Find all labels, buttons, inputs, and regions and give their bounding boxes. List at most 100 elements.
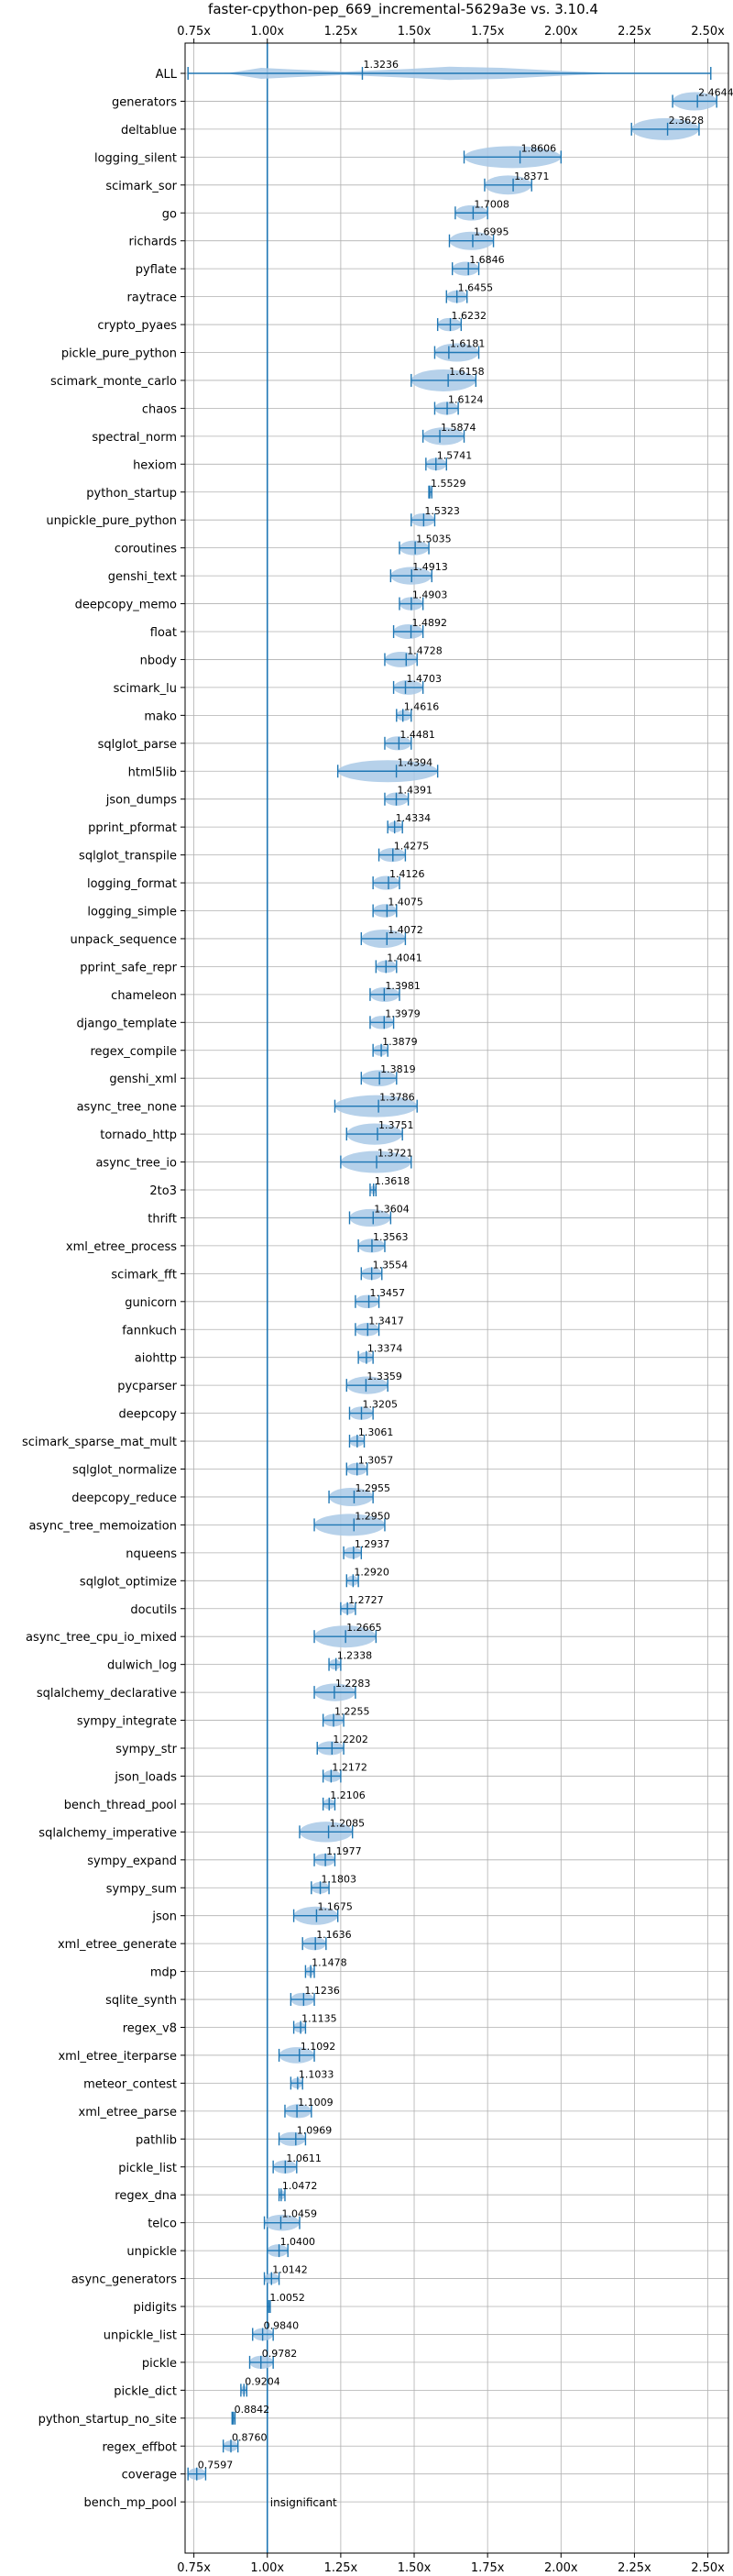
benchmark-label: logging_format: [87, 877, 177, 891]
grid-lines: [185, 43, 728, 2553]
value-label: 0.9204: [245, 2375, 280, 2387]
value-label: 1.1803: [322, 1873, 357, 1885]
value-label: 1.0611: [286, 2152, 322, 2164]
benchmark-label: deltablue: [121, 124, 177, 138]
value-label: 1.5874: [441, 422, 476, 434]
value-label: 1.5323: [424, 505, 460, 517]
value-label: 1.6124: [448, 393, 484, 405]
benchmark-label: meteor_contest: [83, 2077, 177, 2091]
value-label: 1.4913: [412, 561, 448, 573]
benchmark-label: spectral_norm: [92, 431, 177, 445]
benchmark-label: telco: [148, 2218, 177, 2231]
benchmark-label: ALL: [156, 68, 178, 82]
benchmark-label: python_startup: [86, 487, 177, 501]
value-label: 1.3604: [374, 1203, 410, 1215]
value-label: 1.3417: [368, 1315, 404, 1327]
benchmark-label: hexiom: [133, 458, 177, 472]
value-label: 1.3554: [373, 1259, 409, 1271]
value-label: 1.6158: [449, 366, 485, 378]
benchmark-label: pprint_pformat: [88, 821, 177, 835]
benchmark-label: sympy_str: [115, 1743, 177, 1756]
value-label: 0.7597: [198, 2460, 234, 2471]
x-tick-label-bottom: 2.00x: [544, 2561, 578, 2575]
x-tick-label-bottom: 2.50x: [691, 2561, 725, 2575]
benchmark-label: unpickle: [126, 2245, 177, 2259]
value-label: 1.4728: [407, 644, 443, 656]
benchmark-label: deepcopy_memo: [75, 599, 177, 612]
benchmark-label: async_tree_io: [95, 1157, 177, 1171]
value-label: 1.3236: [363, 59, 399, 71]
x-tick-label-bottom: 2.25x: [618, 2561, 651, 2575]
value-label: 0.8760: [232, 2431, 268, 2443]
value-label: 1.3563: [373, 1231, 409, 1243]
benchmark-label: scimark_lu: [114, 682, 177, 696]
value-label: 1.2085: [330, 1817, 366, 1829]
benchmark-label: gunicorn: [125, 1296, 177, 1310]
value-label: 1.3751: [378, 1119, 414, 1131]
value-label: 1.4892: [412, 617, 448, 629]
benchmark-label: tornado_http: [100, 1128, 177, 1142]
value-label: 1.4703: [407, 673, 443, 685]
benchmark-label: genshi_xml: [109, 1073, 177, 1086]
value-label: 1.1636: [316, 1929, 352, 1941]
benchmark-label: unpickle_list: [104, 2328, 177, 2342]
benchmark-label: async_tree_none: [77, 1101, 177, 1115]
benchmark-label: sqlglot_parse: [98, 738, 177, 752]
benchmark-label: json_loads: [114, 1770, 177, 1784]
benchmark-label: generators: [112, 95, 177, 109]
benchmark-label: pathlib: [136, 2133, 177, 2147]
benchmark-label: mdp: [150, 1966, 177, 1980]
value-label: 1.2255: [334, 1706, 370, 1718]
benchmark-label: sqlalchemy_imperative: [38, 1826, 177, 1840]
value-label: 1.3457: [370, 1287, 406, 1299]
value-label: 1.3981: [385, 980, 421, 992]
benchmark-label: go: [162, 207, 177, 221]
value-label: 1.4072: [388, 924, 423, 936]
benchmark-label: pprint_safe_repr: [80, 961, 177, 974]
benchmark-label: pickle: [142, 2357, 177, 2371]
benchmark-label: pickle_pure_python: [61, 347, 177, 361]
benchmark-label: sqlglot_optimize: [80, 1575, 177, 1589]
axes: 0.75x 0.75x 1.00x 1.00x 1.25x 1.25x 1.50x 1.50x…: [22, 25, 725, 2575]
benchmark-label: aiohttp: [135, 1352, 177, 1366]
plot-frame: [184, 42, 729, 2554]
value-label: 1.0142: [272, 2264, 308, 2276]
value-label: 1.8606: [521, 142, 557, 154]
benchmark-label: genshi_text: [108, 570, 177, 584]
benchmark-label: chaos: [142, 402, 177, 416]
value-label: 1.1675: [317, 1901, 353, 1913]
benchmark-label: xml_etree_parse: [79, 2106, 177, 2119]
x-tick-label-top: 1.00x: [250, 25, 284, 39]
value-label: 1.6995: [474, 226, 509, 238]
value-label: 1.4126: [389, 868, 425, 880]
benchmark-label: nqueens: [126, 1547, 177, 1561]
x-tick-label-bottom: 0.75x: [177, 2561, 211, 2575]
value-label: 1.2665: [346, 1622, 382, 1634]
benchmark-label: nbody: [140, 654, 178, 667]
benchmark-label: async_tree_memoization: [28, 1519, 177, 1533]
x-tick-label-top: 2.00x: [544, 25, 578, 39]
benchmark-label: sympy_sum: [106, 1882, 177, 1896]
x-tick-label-top: 2.25x: [618, 25, 651, 39]
benchmark-label: json_dumps: [105, 794, 177, 808]
value-label: 1.4481: [399, 729, 435, 741]
benchmark-label: sympy_integrate: [77, 1715, 177, 1729]
benchmark-label: pidigits: [134, 2301, 178, 2315]
value-label: 1.6455: [458, 282, 494, 294]
value-label: 1.6846: [469, 254, 505, 266]
benchmark-label: 2to3: [149, 1184, 177, 1198]
value-label: 1.0969: [297, 2124, 333, 2136]
benchmark-label: html5lib: [128, 765, 177, 779]
benchmark-label: coverage: [122, 2469, 177, 2482]
benchmark-label: sqlalchemy_declarative: [37, 1687, 177, 1701]
value-label: 1.3819: [380, 1063, 416, 1075]
value-label: 1.3879: [382, 1036, 418, 1048]
value-label: 1.3786: [379, 1092, 415, 1104]
x-tick-label-top: 2.50x: [691, 25, 725, 39]
value-label: 1.4334: [396, 812, 432, 824]
value-label: 1.5035: [416, 534, 452, 545]
value-label: 1.4394: [398, 756, 433, 768]
benchmark-label: unpickle_pure_python: [46, 514, 177, 528]
value-label: 1.4391: [398, 785, 433, 797]
